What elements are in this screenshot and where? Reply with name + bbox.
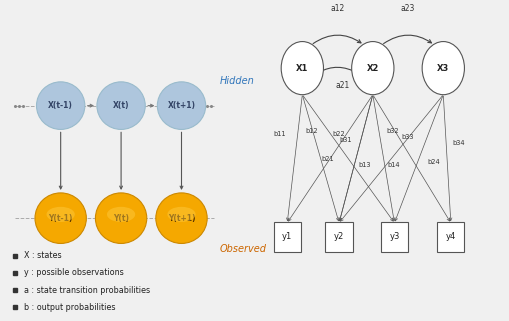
- Text: Hidden: Hidden: [219, 76, 254, 86]
- Text: X2: X2: [366, 64, 379, 73]
- Text: X(t): X(t): [113, 101, 129, 110]
- Text: a23: a23: [401, 4, 415, 13]
- Text: y3: y3: [389, 232, 400, 241]
- FancyArrowPatch shape: [148, 104, 153, 107]
- Ellipse shape: [157, 82, 206, 129]
- Text: b : output probabilities: b : output probabilities: [24, 303, 116, 312]
- FancyArrowPatch shape: [443, 96, 452, 221]
- Ellipse shape: [107, 207, 135, 222]
- Text: b33: b33: [401, 134, 414, 140]
- Text: y1: y1: [282, 232, 292, 241]
- FancyArrowPatch shape: [339, 96, 373, 221]
- FancyArrowPatch shape: [287, 96, 302, 221]
- Text: b22: b22: [332, 131, 345, 137]
- Text: a12: a12: [330, 4, 345, 13]
- FancyArrowPatch shape: [339, 96, 373, 221]
- Text: X(t-1): X(t-1): [48, 101, 73, 110]
- Ellipse shape: [422, 41, 464, 95]
- FancyArrowPatch shape: [303, 96, 339, 221]
- Text: Observed: Observed: [219, 245, 266, 255]
- Ellipse shape: [281, 41, 324, 95]
- Ellipse shape: [35, 193, 87, 243]
- Text: y : possible observations: y : possible observations: [24, 268, 124, 277]
- Text: X(t+1): X(t+1): [167, 101, 195, 110]
- Ellipse shape: [95, 193, 147, 243]
- Ellipse shape: [46, 207, 75, 222]
- Text: X : states: X : states: [24, 251, 62, 260]
- Text: y2: y2: [334, 232, 344, 241]
- FancyArrowPatch shape: [395, 96, 443, 221]
- Text: b24: b24: [427, 159, 440, 165]
- FancyArrowPatch shape: [120, 132, 123, 189]
- FancyArrowPatch shape: [289, 96, 372, 221]
- FancyArrowPatch shape: [313, 35, 361, 44]
- FancyArrowPatch shape: [180, 132, 183, 189]
- Text: X1: X1: [296, 64, 308, 73]
- Ellipse shape: [156, 193, 207, 243]
- FancyBboxPatch shape: [325, 222, 353, 252]
- FancyBboxPatch shape: [274, 222, 301, 252]
- FancyBboxPatch shape: [381, 222, 408, 252]
- FancyArrowPatch shape: [341, 96, 442, 221]
- FancyArrowPatch shape: [319, 67, 357, 73]
- Text: y4: y4: [446, 232, 456, 241]
- Text: b13: b13: [358, 162, 371, 168]
- Text: a : state transition probabilities: a : state transition probabilities: [24, 286, 150, 295]
- FancyArrowPatch shape: [88, 104, 93, 107]
- Ellipse shape: [352, 41, 394, 95]
- FancyBboxPatch shape: [437, 222, 464, 252]
- FancyArrowPatch shape: [374, 96, 450, 221]
- Text: b12: b12: [305, 128, 318, 134]
- Text: b31: b31: [340, 137, 352, 143]
- Text: b11: b11: [273, 131, 286, 137]
- Ellipse shape: [167, 207, 195, 222]
- Text: Y(t-1): Y(t-1): [48, 214, 73, 223]
- Text: Y(t): Y(t): [113, 214, 129, 223]
- Text: X3: X3: [437, 64, 449, 73]
- Text: Y(t+1): Y(t+1): [168, 214, 195, 223]
- FancyArrowPatch shape: [384, 35, 432, 44]
- FancyArrowPatch shape: [373, 96, 395, 221]
- Text: b32: b32: [386, 128, 399, 134]
- Ellipse shape: [97, 82, 145, 129]
- Text: b34: b34: [452, 140, 465, 146]
- FancyArrowPatch shape: [59, 132, 62, 189]
- Ellipse shape: [37, 82, 85, 129]
- Text: b14: b14: [388, 162, 400, 168]
- Text: a21: a21: [335, 81, 350, 90]
- Text: b21: b21: [321, 156, 334, 162]
- FancyArrowPatch shape: [303, 96, 393, 221]
